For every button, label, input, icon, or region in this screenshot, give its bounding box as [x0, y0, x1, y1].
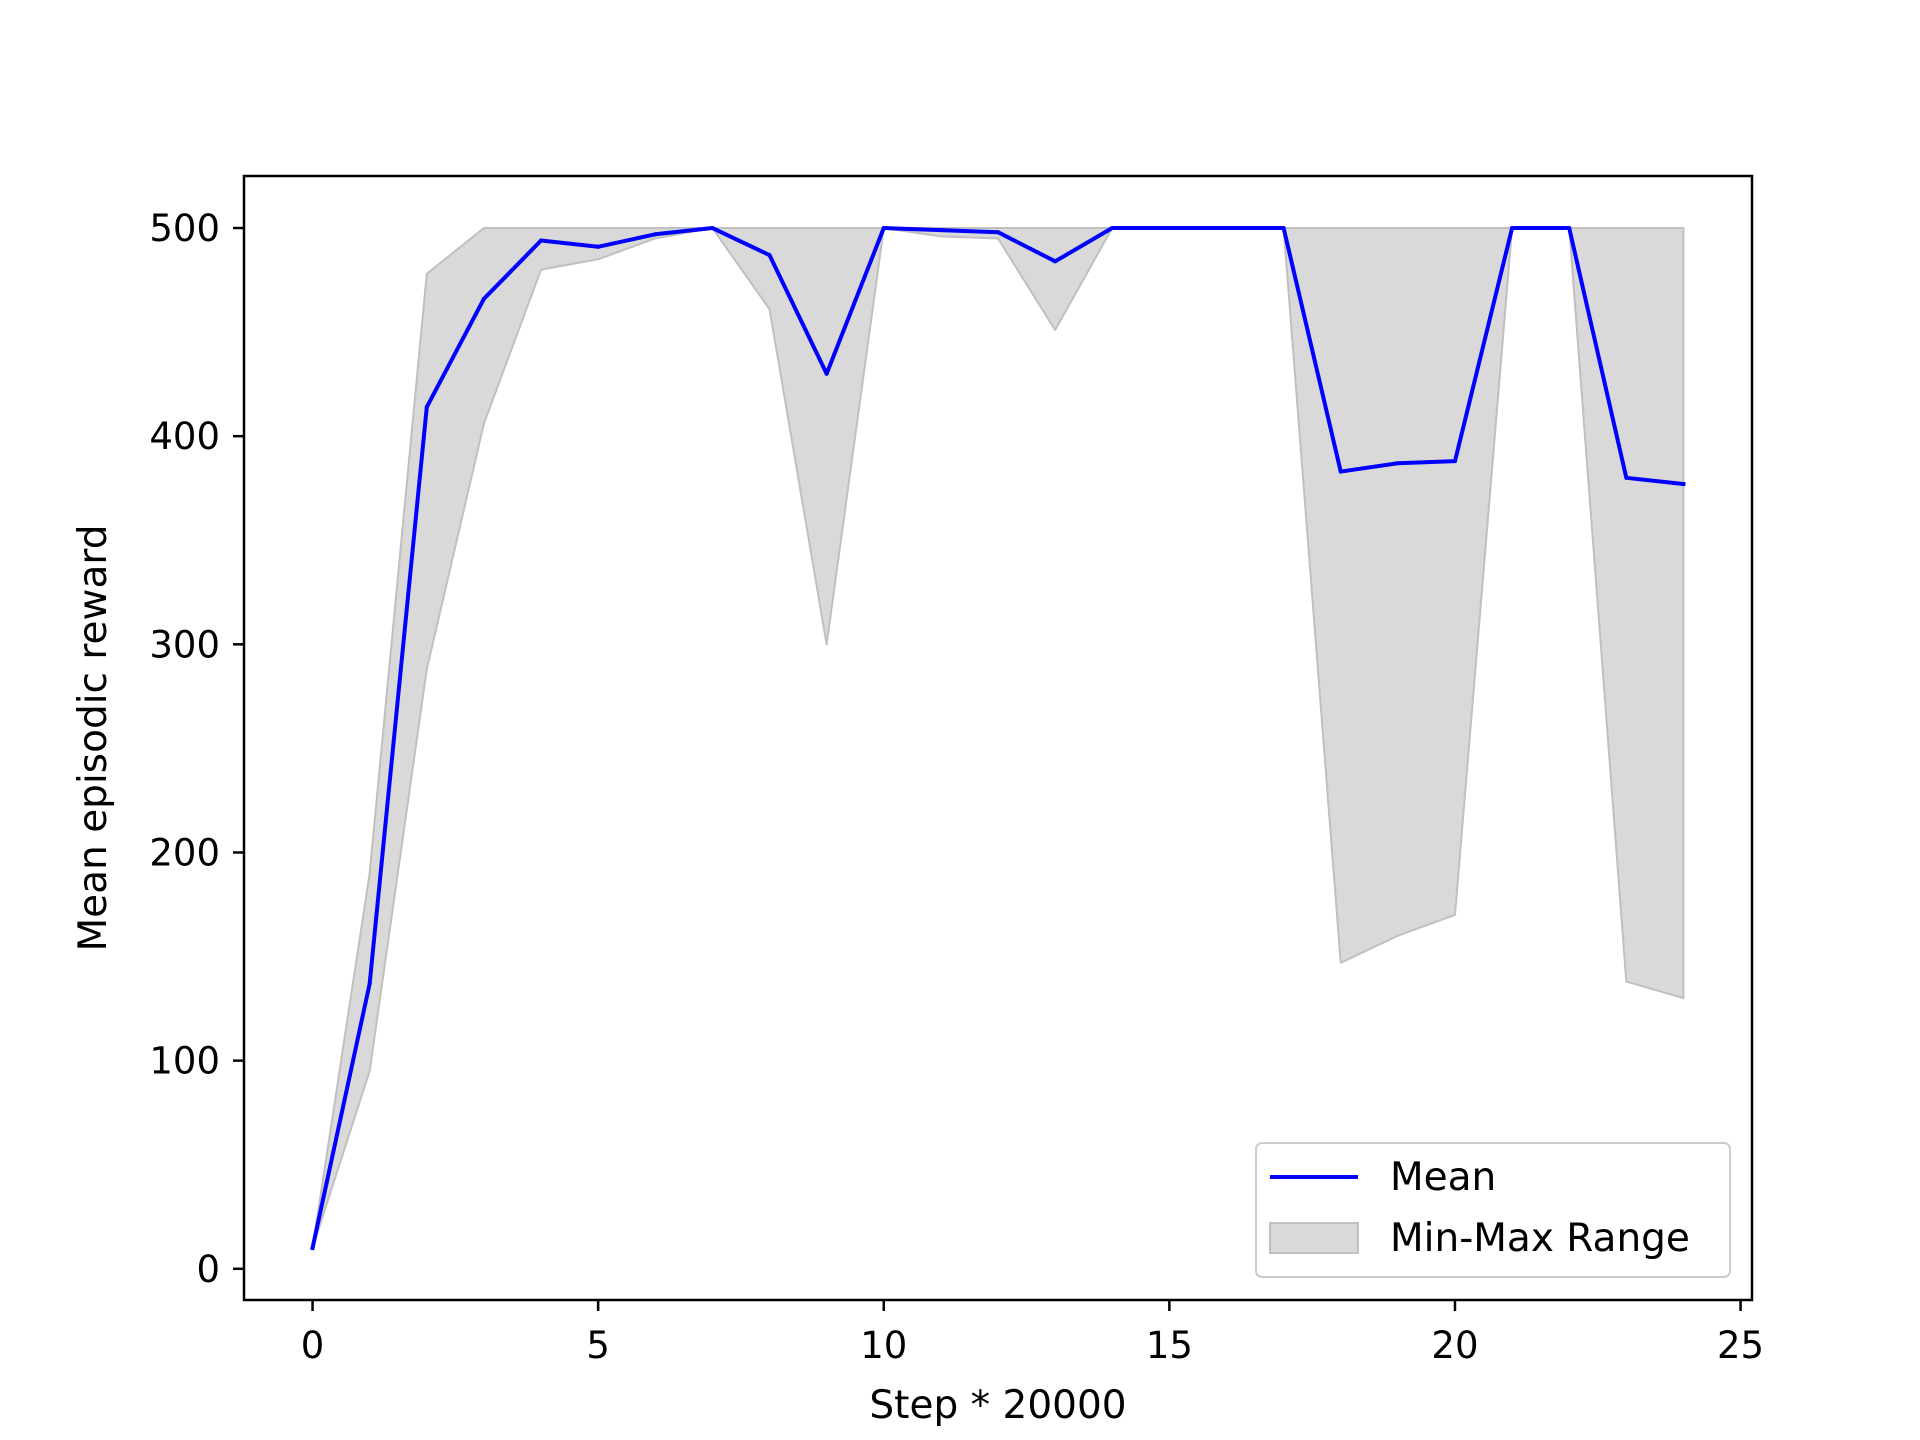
mean-point [310, 1245, 315, 1250]
x-axis-ticks: 0 5 10 15 20 25 [301, 1300, 1764, 1367]
mean-point [424, 405, 429, 410]
mean-point [881, 226, 886, 231]
y-tick-label: 400 [149, 415, 220, 458]
legend-range-swatch [1269, 1222, 1359, 1254]
x-tick-label: 25 [1717, 1324, 1764, 1367]
legend-mean-label: Mean [1390, 1155, 1496, 1200]
y-axis-ticks: 0 100 200 300 400 500 [149, 207, 244, 1291]
y-tick-label: 0 [196, 1248, 220, 1291]
mean-point [1510, 226, 1515, 231]
legend-range-label: Min-Max Range [1390, 1216, 1690, 1261]
mean-point [1395, 461, 1400, 466]
mean-point [996, 230, 1000, 235]
x-tick-label: 0 [301, 1324, 325, 1367]
y-tick-label: 500 [149, 207, 220, 250]
min-max-band [311, 227, 1685, 1249]
mean-point [596, 244, 601, 249]
mean-point [1281, 226, 1286, 231]
mean-point [1110, 226, 1115, 231]
mean-point [1167, 226, 1172, 231]
mean-point [481, 296, 486, 301]
x-axis-label: Step * 20000 [869, 1383, 1126, 1428]
mean-point [710, 226, 715, 231]
mean-point [1567, 226, 1572, 231]
mean-point [1452, 459, 1457, 464]
mean-point [824, 371, 829, 376]
mean-point [767, 253, 772, 258]
y-tick-label: 300 [149, 623, 220, 666]
mean-point [1053, 259, 1058, 264]
y-tick-label: 200 [149, 831, 220, 874]
plot-frame [242, 174, 1754, 1302]
legend-frame [1255, 1142, 1731, 1278]
x-tick-label: 15 [1146, 1324, 1193, 1367]
mean-point [938, 228, 943, 233]
x-tick-label: 10 [860, 1324, 907, 1367]
x-tick-label: 5 [586, 1324, 610, 1367]
mean-point [653, 232, 658, 237]
mean-point [539, 238, 544, 243]
mean-line-layer [310, 226, 1686, 1251]
y-axis-label: Mean episodic reward [71, 525, 116, 952]
min-max-range-area [311, 227, 1685, 1249]
mean-point [1224, 226, 1229, 231]
y-tick-label: 100 [149, 1040, 220, 1083]
mean-point [367, 981, 372, 986]
mean-point [1681, 482, 1686, 487]
mean-point [1624, 475, 1629, 480]
mean-point [1338, 469, 1343, 474]
legend: Mean Min-Max Range [1255, 1142, 1731, 1278]
x-tick-label: 20 [1431, 1324, 1478, 1367]
